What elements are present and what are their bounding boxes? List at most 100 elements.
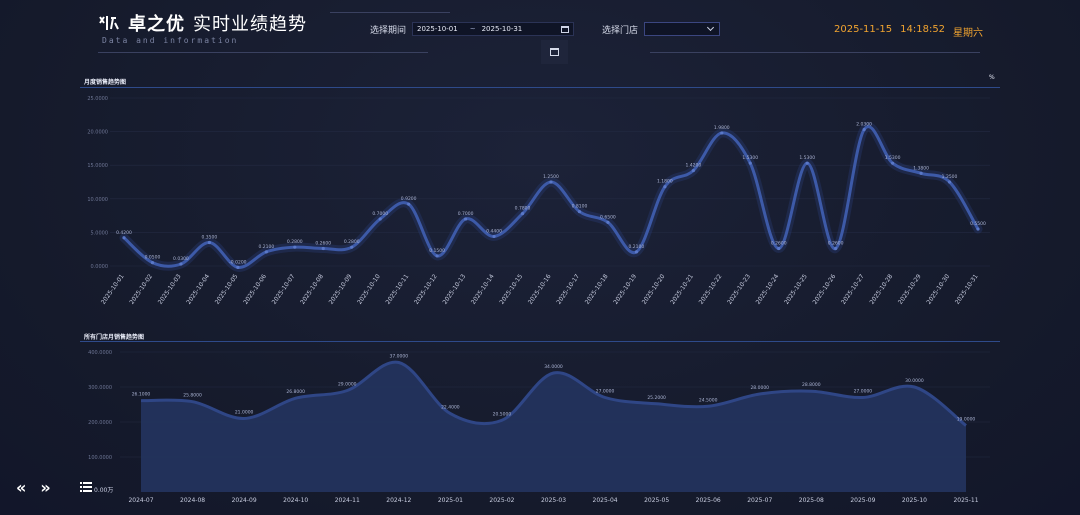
data-label: 1.5300: [742, 155, 758, 161]
date-range-picker[interactable]: 2025-10-01 ~ 2025-10-31: [412, 22, 575, 36]
series-line: [122, 125, 980, 269]
x-tick-label: 2025-10-06: [242, 273, 268, 306]
x-tick-label: 2025-04: [593, 497, 618, 504]
data-point: [891, 161, 895, 165]
data-point: [834, 246, 838, 251]
data-label: 1.2500: [543, 174, 559, 180]
data-point: [207, 240, 211, 245]
x-tick-label: 2025-06: [696, 497, 721, 504]
data-label: 1.5300: [885, 155, 901, 161]
period-label: 选择期间: [370, 25, 407, 36]
y-tick-label: 5.0000: [91, 230, 109, 236]
date-separator: ~: [469, 25, 476, 33]
data-label: 1.2500: [942, 174, 958, 180]
page-subtitle: Data and information: [102, 36, 239, 45]
calendar-icon[interactable]: [561, 25, 570, 33]
unit-label: 0.00万: [94, 487, 114, 494]
data-label: 0.3500: [202, 234, 218, 240]
brand-logo-icon: [99, 16, 119, 30]
data-point: [691, 168, 695, 173]
list-menu-icon[interactable]: [80, 482, 92, 493]
y-tick-label: 100.0000: [88, 455, 112, 461]
data-label: 0.4200: [116, 230, 132, 236]
data-label: 1.9800: [714, 125, 730, 131]
data-point: [919, 171, 923, 175]
x-tick-label: 2025-10-22: [698, 273, 724, 306]
data-label: 28.0000: [750, 385, 769, 391]
data-label: 0.6500: [600, 214, 616, 220]
data-label: 30.0000: [905, 378, 924, 384]
data-label: 0.0500: [145, 255, 161, 261]
x-tick-label: 2025-01: [438, 497, 463, 504]
data-point: [663, 185, 667, 189]
data-label: 0.4400: [486, 228, 502, 234]
data-label: 20.5000: [493, 411, 512, 417]
data-point: [435, 254, 439, 258]
monthly-sales-chart: 100.0000 200.0000 300.0000 400.0000 26.1000 2…: [88, 350, 990, 504]
data-label: 22.4000: [441, 405, 460, 411]
y-tick-label: 15.0000: [87, 163, 108, 169]
data-point: [264, 250, 268, 254]
data-label: 0.2100: [258, 244, 274, 250]
x-tick-label: 2025-09: [850, 497, 875, 504]
store-label: 选择门店: [602, 25, 639, 36]
data-label: 0.7800: [515, 206, 531, 212]
data-point: [976, 227, 980, 231]
x-tick-label: 2025-10-23: [726, 273, 752, 306]
data-point: [321, 246, 325, 251]
store-select[interactable]: [644, 22, 721, 36]
x-tick-label: 2024-10: [283, 497, 308, 504]
double-chevron-right-icon[interactable]: »: [40, 478, 51, 497]
series-area: [141, 362, 966, 492]
data-label: 0.2600: [315, 241, 331, 247]
y-tick-label: 10.0000: [87, 197, 108, 203]
y-tick-label: 0.0000: [91, 264, 109, 270]
x-tick-label: 2025-10-08: [299, 273, 325, 306]
x-tick-label: 2025-10-12: [413, 273, 439, 306]
x-tick-label: 2025-10-07: [271, 273, 297, 306]
data-label: 21.0000: [235, 410, 254, 416]
data-point: [862, 127, 866, 132]
brand-name: 卓之优: [128, 14, 185, 35]
data-label: 0.1500: [429, 248, 445, 254]
data-label: 0.0300: [173, 256, 189, 262]
current-date: 2025-11-15: [834, 24, 893, 35]
daily-sales-chart: 0.0000 5.0000 10.0000 15.0000 20.0000 25.0000…: [87, 96, 990, 306]
data-point: [577, 209, 582, 214]
data-label: 0.7000: [372, 211, 388, 217]
data-point: [777, 246, 781, 251]
chevron-down-icon[interactable]: [706, 23, 715, 32]
data-label: 19.0000: [957, 417, 976, 423]
clear-button[interactable]: [541, 40, 568, 64]
date-start[interactable]: 2025-10-01: [417, 25, 458, 33]
data-label: 0.2100: [629, 244, 645, 250]
x-tick-label: 2025-10-11: [385, 273, 411, 306]
data-label: 0.2600: [771, 241, 787, 247]
x-tick-label: 2025-10-29: [897, 273, 923, 306]
x-tick-label: 2025-10: [902, 497, 927, 504]
x-tick-label: 2025-10-26: [812, 273, 838, 306]
data-point: [634, 250, 639, 254]
y-tick-label: 400.0000: [88, 350, 112, 356]
date-end[interactable]: 2025-10-31: [481, 25, 523, 33]
clear-icon[interactable]: [550, 48, 559, 56]
x-tick-label: 2025-10-15: [498, 273, 524, 306]
double-chevron-left-icon[interactable]: «: [16, 478, 27, 497]
x-tick-label: 2024-08: [180, 497, 205, 504]
daily-chart-percent-label: %: [989, 74, 995, 81]
y-tick-label: 20.0000: [87, 130, 108, 136]
x-tick-label: 2025-10-14: [470, 273, 496, 306]
data-label: 0.8100: [572, 204, 588, 210]
data-point: [122, 236, 126, 240]
data-label: 34.0000: [544, 364, 563, 370]
x-tick-label: 2025-11: [953, 497, 978, 504]
x-tick-label: 2025-10-27: [840, 273, 866, 306]
data-point: [464, 217, 468, 221]
data-label: 27.0000: [596, 389, 615, 395]
x-tick-label: 2025-10-10: [356, 273, 382, 306]
data-point: [150, 261, 155, 265]
data-point: [520, 211, 525, 216]
x-tick-label: 2025-10-13: [442, 273, 468, 306]
x-tick-label: 2025-10-19: [612, 273, 638, 306]
current-time: 14:18:52: [900, 24, 946, 35]
